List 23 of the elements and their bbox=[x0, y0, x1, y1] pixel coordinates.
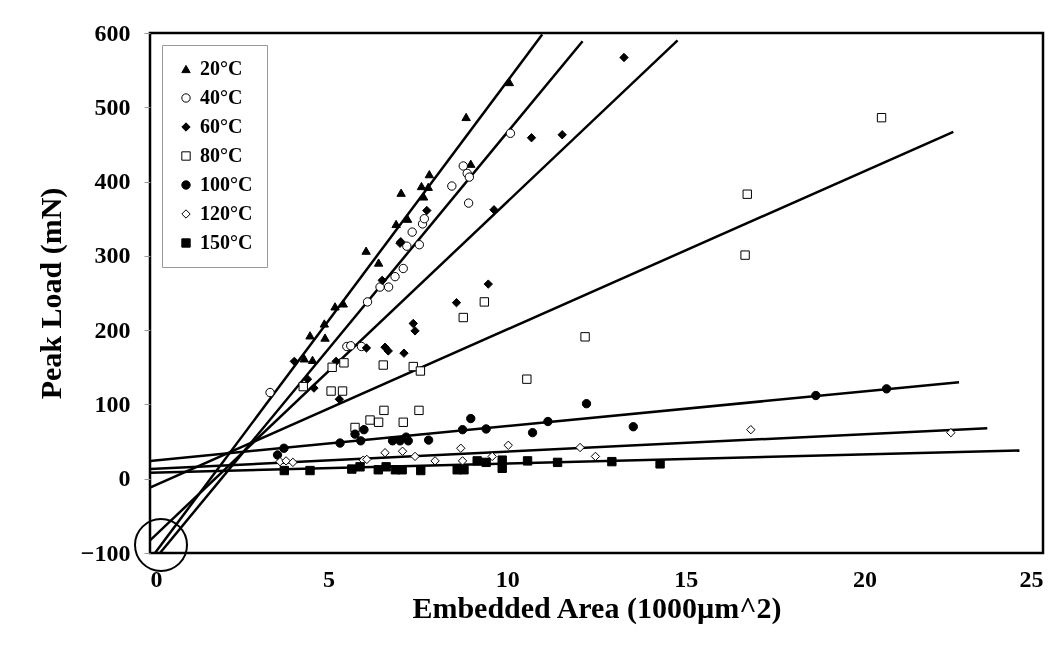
y-tick-label: 500 bbox=[94, 93, 131, 120]
x-tick-label: 25 bbox=[1019, 565, 1044, 592]
legend-label: 80°C bbox=[200, 144, 243, 166]
y-axis-title: Peak Load (mN) bbox=[33, 187, 68, 400]
x-tick-label: 5 bbox=[323, 565, 336, 592]
x-tick-label: 15 bbox=[674, 565, 699, 592]
legend-label: 120°C bbox=[200, 202, 253, 224]
y-tick-label: 600 bbox=[94, 19, 131, 46]
legend-label: 20°C bbox=[200, 57, 243, 79]
y-tick-label: 400 bbox=[94, 168, 131, 195]
y-tick-label: 200 bbox=[94, 316, 131, 343]
legend-label: 40°C bbox=[200, 86, 243, 108]
y-tick-label: −100 bbox=[80, 539, 131, 566]
x-tick-label: 20 bbox=[852, 565, 877, 592]
y-tick-label: 300 bbox=[94, 242, 131, 269]
legend-label: 150°C bbox=[200, 231, 253, 253]
legend-label: 100°C bbox=[200, 173, 253, 195]
y-tick-label: 100 bbox=[94, 390, 131, 417]
x-tick-label: 0 bbox=[150, 565, 163, 592]
y-tick-label: 0 bbox=[118, 465, 131, 492]
legend-label: 60°C bbox=[200, 115, 243, 137]
x-tick-label: 10 bbox=[495, 565, 520, 592]
x-axis-title: Embedded Area (1000µm^2) bbox=[412, 590, 782, 625]
